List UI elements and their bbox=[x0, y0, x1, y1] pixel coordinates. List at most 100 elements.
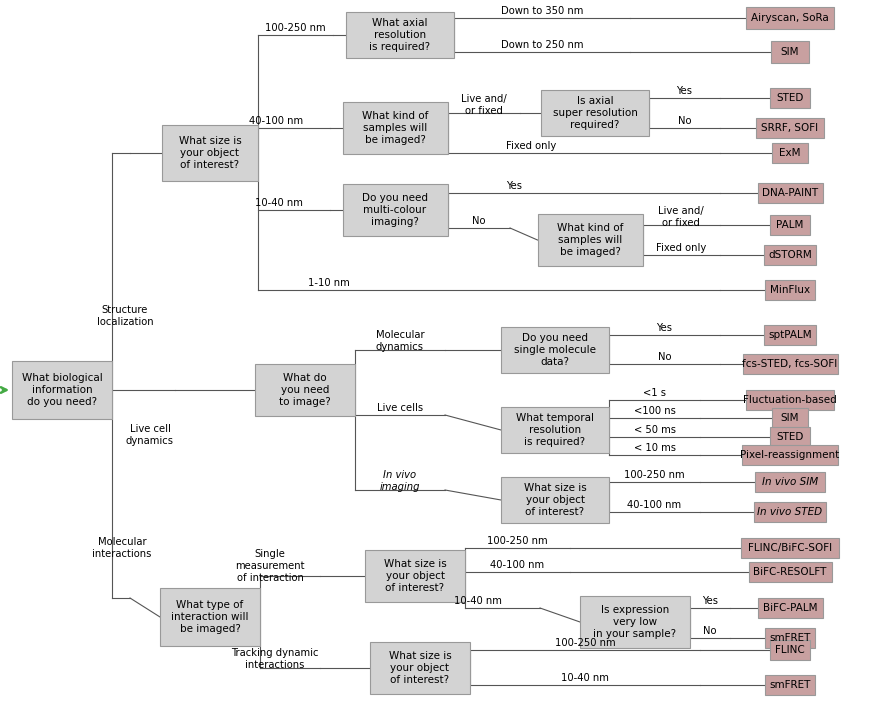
Text: No: No bbox=[472, 216, 486, 226]
FancyBboxPatch shape bbox=[501, 407, 609, 453]
Text: What size is
your object
of interest?: What size is your object of interest? bbox=[383, 559, 446, 592]
Text: dSTORM: dSTORM bbox=[768, 250, 812, 260]
Text: 10-40 nm: 10-40 nm bbox=[561, 673, 609, 683]
Text: Structure
localization: Structure localization bbox=[97, 305, 153, 327]
FancyBboxPatch shape bbox=[772, 408, 808, 428]
FancyBboxPatch shape bbox=[743, 354, 837, 374]
Text: What axial
resolution
is required?: What axial resolution is required? bbox=[369, 19, 430, 52]
FancyBboxPatch shape bbox=[770, 215, 810, 235]
Text: Molecular
dynamics: Molecular dynamics bbox=[375, 330, 424, 352]
Text: 10-40 nm: 10-40 nm bbox=[255, 198, 303, 208]
Text: <100 ns: <100 ns bbox=[634, 406, 676, 416]
Text: Yes: Yes bbox=[656, 323, 673, 333]
Text: BiFC-RESOLFT: BiFC-RESOLFT bbox=[753, 567, 827, 577]
Text: 100-250 nm: 100-250 nm bbox=[624, 470, 685, 480]
FancyBboxPatch shape bbox=[765, 675, 815, 695]
FancyBboxPatch shape bbox=[746, 390, 834, 410]
Text: No: No bbox=[704, 626, 717, 636]
Text: Is expression
very low
in your sample?: Is expression very low in your sample? bbox=[593, 605, 676, 638]
Text: SIM: SIM bbox=[780, 413, 799, 423]
Text: STED: STED bbox=[776, 432, 804, 442]
FancyBboxPatch shape bbox=[12, 361, 112, 419]
Text: 1-10 nm: 1-10 nm bbox=[308, 278, 350, 288]
FancyBboxPatch shape bbox=[748, 562, 831, 582]
Text: FLINC: FLINC bbox=[775, 645, 805, 655]
Text: No: No bbox=[678, 116, 691, 126]
FancyBboxPatch shape bbox=[346, 12, 454, 58]
Text: Airyscan, SoRa: Airyscan, SoRa bbox=[751, 13, 829, 23]
Text: MinFlux: MinFlux bbox=[770, 285, 810, 295]
FancyBboxPatch shape bbox=[755, 472, 825, 492]
Text: What biological
information
do you need?: What biological information do you need? bbox=[22, 373, 102, 406]
Text: Single
measurement
of interaction: Single measurement of interaction bbox=[235, 549, 304, 582]
Text: What kind of
samples will
be imaged?: What kind of samples will be imaged? bbox=[556, 223, 623, 256]
Text: 10-40 nm: 10-40 nm bbox=[453, 596, 501, 606]
Text: fcs-STED, fcs-SOFI: fcs-STED, fcs-SOFI bbox=[742, 359, 837, 369]
Text: 100-250 nm: 100-250 nm bbox=[265, 23, 326, 33]
Text: What do
you need
to image?: What do you need to image? bbox=[279, 373, 331, 406]
Text: Fluctuation-based: Fluctuation-based bbox=[743, 395, 836, 405]
Text: Do you need
single molecule
data?: Do you need single molecule data? bbox=[514, 333, 596, 367]
FancyBboxPatch shape bbox=[370, 642, 470, 694]
Text: In vivo STED: In vivo STED bbox=[758, 507, 822, 517]
FancyBboxPatch shape bbox=[765, 628, 815, 648]
Text: Fixed only: Fixed only bbox=[656, 243, 706, 253]
Text: Pixel-reassignment: Pixel-reassignment bbox=[740, 450, 840, 460]
Text: Live cells: Live cells bbox=[377, 403, 424, 413]
Text: 100-250 nm: 100-250 nm bbox=[555, 638, 615, 648]
FancyBboxPatch shape bbox=[162, 125, 258, 181]
Text: PALM: PALM bbox=[776, 220, 804, 230]
Text: Do you need
multi-colour
imaging?: Do you need multi-colour imaging? bbox=[362, 193, 428, 227]
Text: 40-100 nm: 40-100 nm bbox=[627, 500, 682, 510]
FancyBboxPatch shape bbox=[764, 325, 816, 345]
FancyBboxPatch shape bbox=[342, 102, 447, 154]
Text: Live and/
or fixed: Live and/ or fixed bbox=[658, 206, 704, 228]
FancyBboxPatch shape bbox=[770, 640, 810, 660]
Text: What size is
your object
of interest?: What size is your object of interest? bbox=[388, 651, 452, 684]
FancyBboxPatch shape bbox=[770, 88, 810, 108]
Text: FLINC/BiFC-SOFI: FLINC/BiFC-SOFI bbox=[748, 543, 832, 553]
Text: Yes: Yes bbox=[676, 86, 692, 96]
FancyBboxPatch shape bbox=[765, 280, 815, 300]
FancyBboxPatch shape bbox=[160, 588, 260, 646]
Text: DNA-PAINT: DNA-PAINT bbox=[762, 188, 818, 198]
Text: What temporal
resolution
is required?: What temporal resolution is required? bbox=[516, 414, 594, 447]
Text: Molecular
interactions: Molecular interactions bbox=[93, 537, 151, 559]
Text: <1 s: <1 s bbox=[643, 388, 666, 398]
Text: smFRET: smFRET bbox=[769, 680, 811, 690]
FancyBboxPatch shape bbox=[537, 214, 642, 266]
FancyBboxPatch shape bbox=[742, 445, 838, 465]
Text: SIM: SIM bbox=[780, 47, 799, 57]
FancyBboxPatch shape bbox=[501, 327, 609, 373]
FancyBboxPatch shape bbox=[772, 143, 808, 163]
FancyBboxPatch shape bbox=[746, 7, 834, 29]
Text: STED: STED bbox=[776, 93, 804, 103]
Text: Down to 350 nm: Down to 350 nm bbox=[500, 6, 584, 16]
Text: What size is
your object
of interest?: What size is your object of interest? bbox=[523, 483, 586, 516]
Text: < 50 ms: < 50 ms bbox=[634, 425, 676, 435]
Text: What kind of
samples will
be imaged?: What kind of samples will be imaged? bbox=[362, 111, 428, 144]
FancyBboxPatch shape bbox=[365, 550, 465, 602]
Text: No: No bbox=[658, 352, 671, 362]
FancyBboxPatch shape bbox=[770, 427, 810, 447]
Text: Is axial
super resolution
required?: Is axial super resolution required? bbox=[553, 96, 637, 130]
FancyBboxPatch shape bbox=[756, 118, 824, 138]
Text: Yes: Yes bbox=[506, 181, 522, 191]
Text: < 10 ms: < 10 ms bbox=[634, 443, 676, 453]
FancyBboxPatch shape bbox=[580, 596, 690, 648]
Text: SRRF, SOFI: SRRF, SOFI bbox=[761, 123, 819, 133]
Text: sptPALM: sptPALM bbox=[768, 330, 812, 340]
FancyBboxPatch shape bbox=[758, 598, 822, 618]
Text: In vivo
imaging: In vivo imaging bbox=[380, 470, 420, 492]
Text: smFRET: smFRET bbox=[769, 633, 811, 643]
Text: Live and/
or fixed: Live and/ or fixed bbox=[461, 94, 507, 116]
FancyBboxPatch shape bbox=[501, 477, 609, 523]
Text: BiFC-PALM: BiFC-PALM bbox=[763, 603, 817, 613]
FancyBboxPatch shape bbox=[754, 502, 826, 522]
Text: Fixed only: Fixed only bbox=[506, 141, 556, 151]
Text: What type of
interaction will
be imaged?: What type of interaction will be imaged? bbox=[172, 600, 248, 633]
Text: Down to 250 nm: Down to 250 nm bbox=[500, 40, 584, 50]
Text: 40-100 nm: 40-100 nm bbox=[490, 560, 544, 570]
Text: 40-100 nm: 40-100 nm bbox=[249, 116, 304, 126]
FancyBboxPatch shape bbox=[758, 183, 822, 203]
